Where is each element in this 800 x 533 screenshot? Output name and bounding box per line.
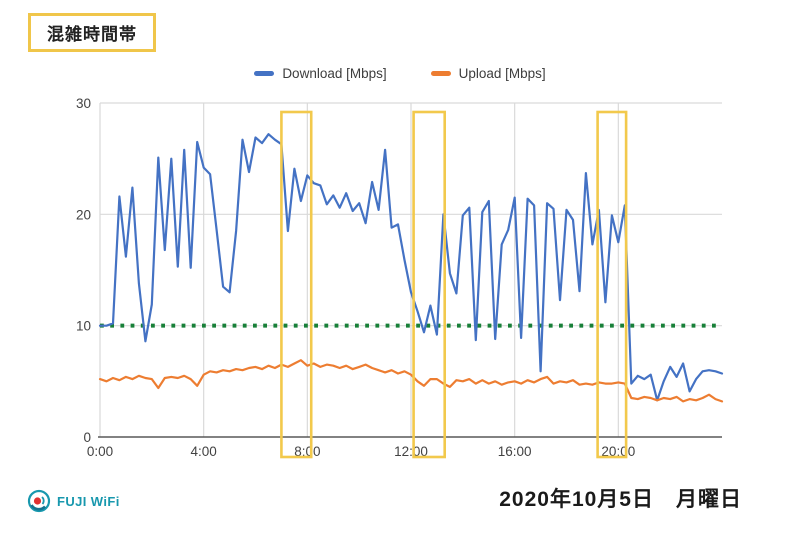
y-tick-10: 10: [76, 319, 91, 334]
upload-series-swatch: [430, 71, 451, 76]
series-line-upload: [98, 359, 724, 403]
busy-period-highlight-1: [280, 110, 313, 459]
date-label: 2020年10月5日 月曜日: [499, 488, 742, 511]
y-tick-30: 30: [76, 96, 91, 111]
legend-label-upload: Upload [Mbps]: [458, 66, 546, 81]
legend-item-upload: Upload [Mbps]: [430, 66, 546, 81]
x-tick-8:00: 8:00: [294, 444, 320, 459]
title-box: 混雑時間帯: [28, 13, 156, 52]
x-tick-12:00: 12:00: [394, 444, 428, 459]
x-tick-4:00: 4:00: [191, 444, 217, 459]
legend-label-download: Download [Mbps]: [282, 66, 387, 81]
x-tick-16:00: 16:00: [498, 444, 532, 459]
fuji-wifi-logo-icon: [27, 489, 51, 513]
busy-period-highlight-2: [412, 110, 446, 459]
series-line-download: [98, 133, 724, 402]
fuji-wifi-logo-text: FUJI WiFi: [57, 493, 120, 509]
chart-legend: Download [Mbps] Upload [Mbps]: [0, 66, 800, 81]
page-title: 混雑時間帯: [47, 25, 137, 44]
busy-period-highlight-3: [596, 110, 628, 459]
x-tick-0:00: 0:00: [87, 444, 113, 459]
download-series-swatch: [254, 71, 275, 76]
legend-item-download: Download [Mbps]: [254, 66, 387, 81]
y-tick-20: 20: [76, 207, 91, 222]
fuji-wifi-logo: FUJI WiFi: [27, 489, 120, 513]
y-tick-0: 0: [83, 430, 91, 445]
